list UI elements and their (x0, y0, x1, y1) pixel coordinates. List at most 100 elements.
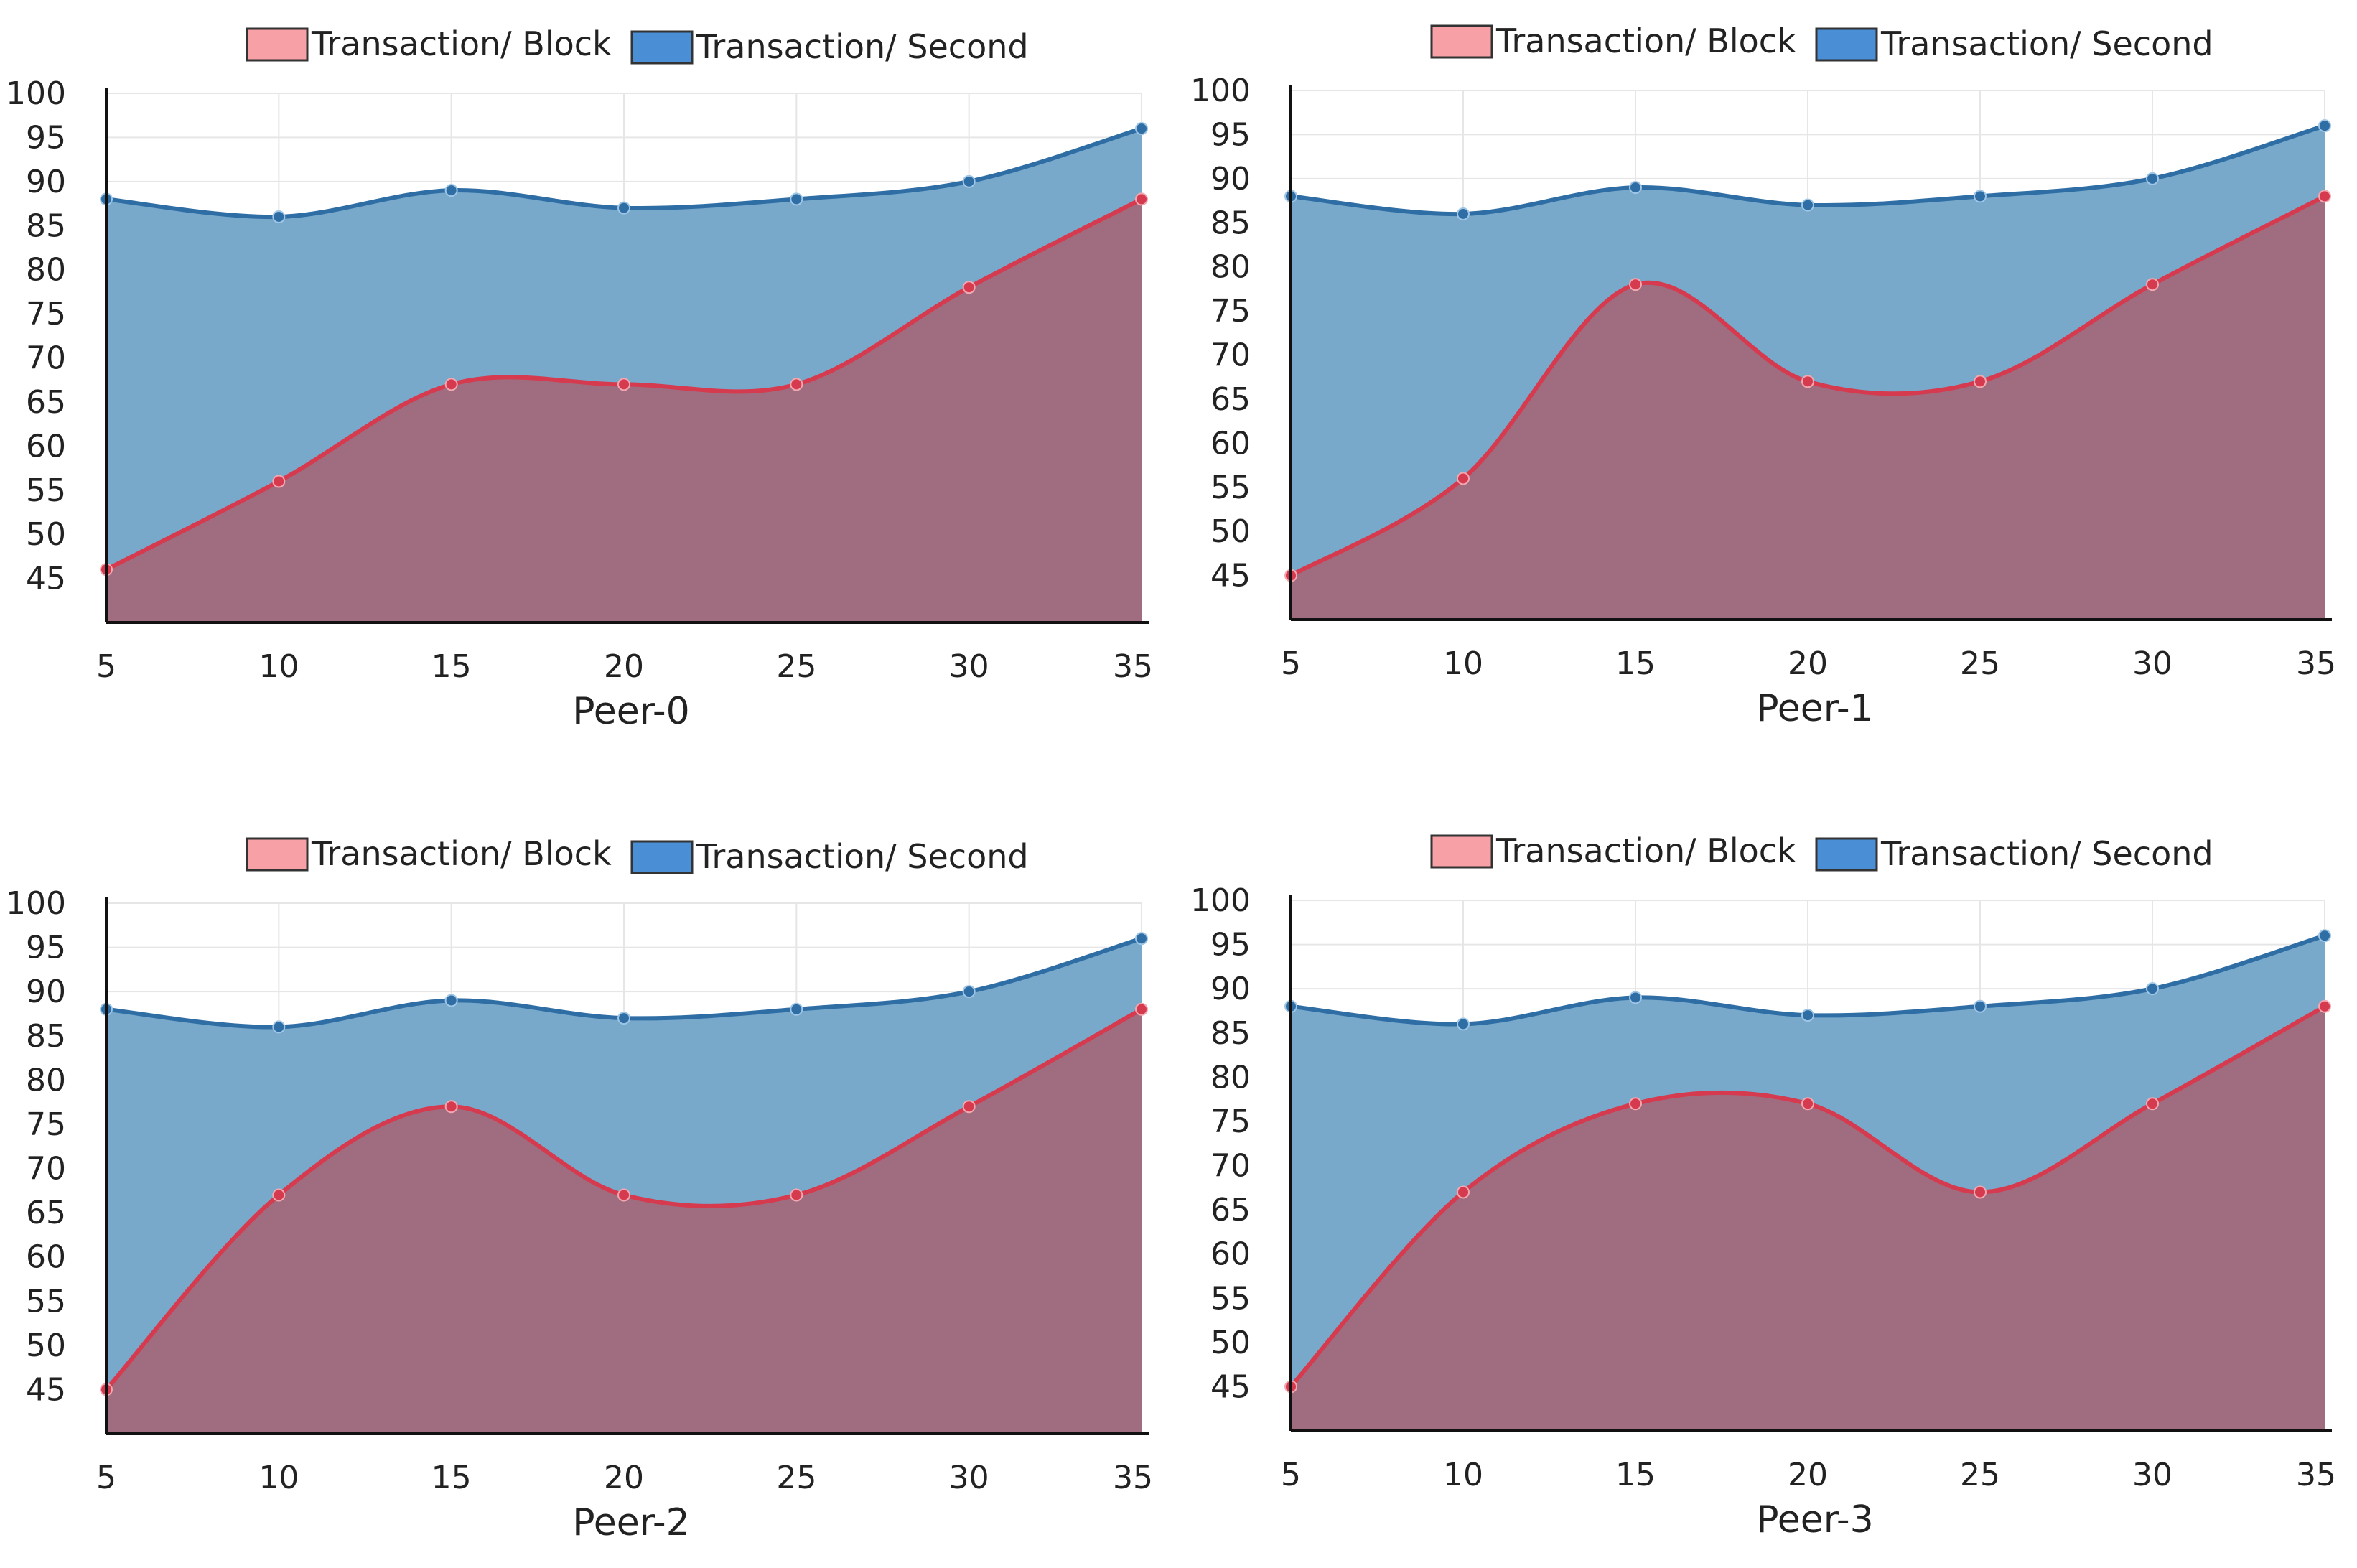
legend-label-transaction-second: Transaction/ Second (696, 837, 1029, 876)
y-tick-label: 55 (1210, 1280, 1251, 1317)
legend-label-transaction-block: Transaction/ Block (1495, 831, 1796, 870)
y-tick-label: 60 (1210, 425, 1251, 462)
y-tick-label: 65 (26, 384, 66, 421)
y-tick-label: 75 (26, 1106, 66, 1143)
x-tick-label: 35 (1113, 1460, 1153, 1496)
y-tick-label: 70 (26, 340, 66, 377)
point-transaction-block (1135, 1002, 1148, 1016)
y-tick-label: 45 (1210, 1368, 1251, 1405)
point-transaction-second (272, 210, 286, 223)
legend-swatch-transaction-block (1430, 834, 1493, 869)
y-tick-label: 80 (1210, 1059, 1251, 1096)
x-tick-label: 25 (1960, 645, 2000, 682)
y-tick-label: 75 (26, 296, 66, 332)
point-transaction-second (1629, 991, 1642, 1004)
point-transaction-block (444, 378, 458, 391)
point-transaction-block (2318, 999, 2331, 1013)
y-tick-label: 60 (1210, 1236, 1251, 1273)
point-transaction-block (1135, 192, 1148, 206)
legend-label-transaction-block: Transaction/ Block (311, 24, 612, 63)
point-transaction-block (790, 1188, 803, 1202)
y-tick-label: 85 (1210, 205, 1251, 241)
y-tick-label: 70 (1210, 1148, 1251, 1185)
point-transaction-second (790, 192, 803, 206)
y-tick-label: 90 (1210, 161, 1251, 197)
x-tick-label: 35 (2296, 1457, 2336, 1493)
chart-panel-3: 45 50 55 60 65 70 75 80 85 90 95 100 5 10 15 20 25 30 35 Pe… (1190, 831, 2336, 1541)
point-transaction-second (1801, 198, 1814, 212)
point-transaction-block (962, 281, 976, 294)
y-tick-label: 85 (26, 207, 66, 244)
legend-swatch-transaction-second (630, 840, 694, 874)
y-tick-label: 50 (26, 516, 66, 553)
y-tick-label: 55 (1210, 470, 1251, 506)
x-tick-label: 10 (1443, 1457, 1483, 1493)
y-tick-label: 95 (26, 930, 66, 966)
x-tick-label: 35 (1113, 648, 1153, 685)
point-transaction-block (1801, 375, 1814, 388)
point-transaction-second (444, 994, 458, 1007)
point-transaction-second (1629, 181, 1642, 195)
y-tick-label: 100 (6, 75, 66, 112)
point-transaction-second (2318, 119, 2331, 133)
point-transaction-block (1457, 472, 1470, 485)
y-tick-label: 65 (26, 1195, 66, 1231)
point-transaction-block (1629, 1097, 1642, 1111)
y-tick-label: 100 (1190, 73, 1251, 109)
y-tick-label: 80 (26, 1062, 66, 1098)
x-tick-label: 30 (2132, 1457, 2172, 1493)
point-transaction-second (1457, 207, 1470, 220)
x-tick-label: 10 (258, 1460, 299, 1496)
y-tick-label: 80 (26, 252, 66, 289)
point-transaction-second (1135, 932, 1148, 946)
x-tick-label: 10 (1443, 645, 1483, 682)
point-transaction-block (272, 1188, 286, 1202)
x-axis-label: Peer-0 (572, 690, 689, 733)
x-axis-label: Peer-3 (1756, 1498, 1873, 1541)
x-tick-label: 5 (1281, 1457, 1301, 1493)
x-tick-label: 30 (2132, 645, 2172, 682)
point-transaction-block (617, 1188, 630, 1202)
x-tick-label: 30 (949, 648, 989, 685)
point-transaction-second (2146, 172, 2159, 185)
legend: Transaction/ Block Transaction/ Second (246, 24, 1029, 66)
y-tick-label: 50 (26, 1327, 66, 1364)
x-tick-label: 20 (604, 1460, 644, 1496)
point-transaction-second (617, 201, 630, 215)
legend-swatch-transaction-block (246, 27, 309, 62)
y-tick-label: 45 (26, 561, 66, 597)
point-transaction-block (444, 1100, 458, 1114)
chart-panel-2: 45 50 55 60 65 70 75 80 85 90 95 100 5 10 15 20 25 30 35 Pe… (6, 834, 1153, 1544)
y-tick-label: 55 (26, 472, 66, 509)
legend-swatch-transaction-block (246, 837, 309, 872)
point-transaction-second (2146, 982, 2159, 996)
legend: Transaction/ Block Transaction/ Second (1430, 831, 2213, 873)
point-transaction-block (790, 378, 803, 391)
x-tick-label: 20 (604, 648, 644, 685)
chart-panel-0: 45 50 55 60 65 70 75 80 85 90 95 100 5 10 15 20 25 30 35 Pe… (6, 24, 1153, 733)
point-transaction-second (617, 1012, 630, 1025)
x-tick-label: 15 (431, 1460, 472, 1496)
area-transaction-block (106, 1009, 1142, 1434)
legend-label-transaction-second: Transaction/ Second (1880, 834, 2213, 873)
x-tick-label: 15 (1615, 645, 1656, 682)
y-tick-label: 80 (1210, 249, 1251, 286)
y-tick-label: 85 (26, 1018, 66, 1055)
y-tick-label: 65 (1210, 1192, 1251, 1228)
y-tick-label: 90 (1210, 971, 1251, 1007)
point-transaction-block (1629, 278, 1642, 291)
x-tick-label: 25 (776, 1460, 816, 1496)
legend-label-transaction-second: Transaction/ Second (1880, 24, 2213, 63)
y-tick-label: 60 (26, 1239, 66, 1276)
x-tick-label: 5 (96, 1460, 116, 1496)
point-transaction-block (272, 475, 286, 488)
point-transaction-second (790, 1002, 803, 1016)
y-tick-label: 55 (26, 1283, 66, 1320)
legend-swatch-transaction-second (1815, 27, 1878, 62)
point-transaction-second (1974, 190, 1987, 203)
y-tick-label: 90 (26, 974, 66, 1010)
y-tick-label: 75 (1210, 1103, 1251, 1140)
legend-label-transaction-block: Transaction/ Block (311, 834, 612, 873)
point-transaction-block (617, 378, 630, 391)
point-transaction-block (1974, 1185, 1987, 1199)
